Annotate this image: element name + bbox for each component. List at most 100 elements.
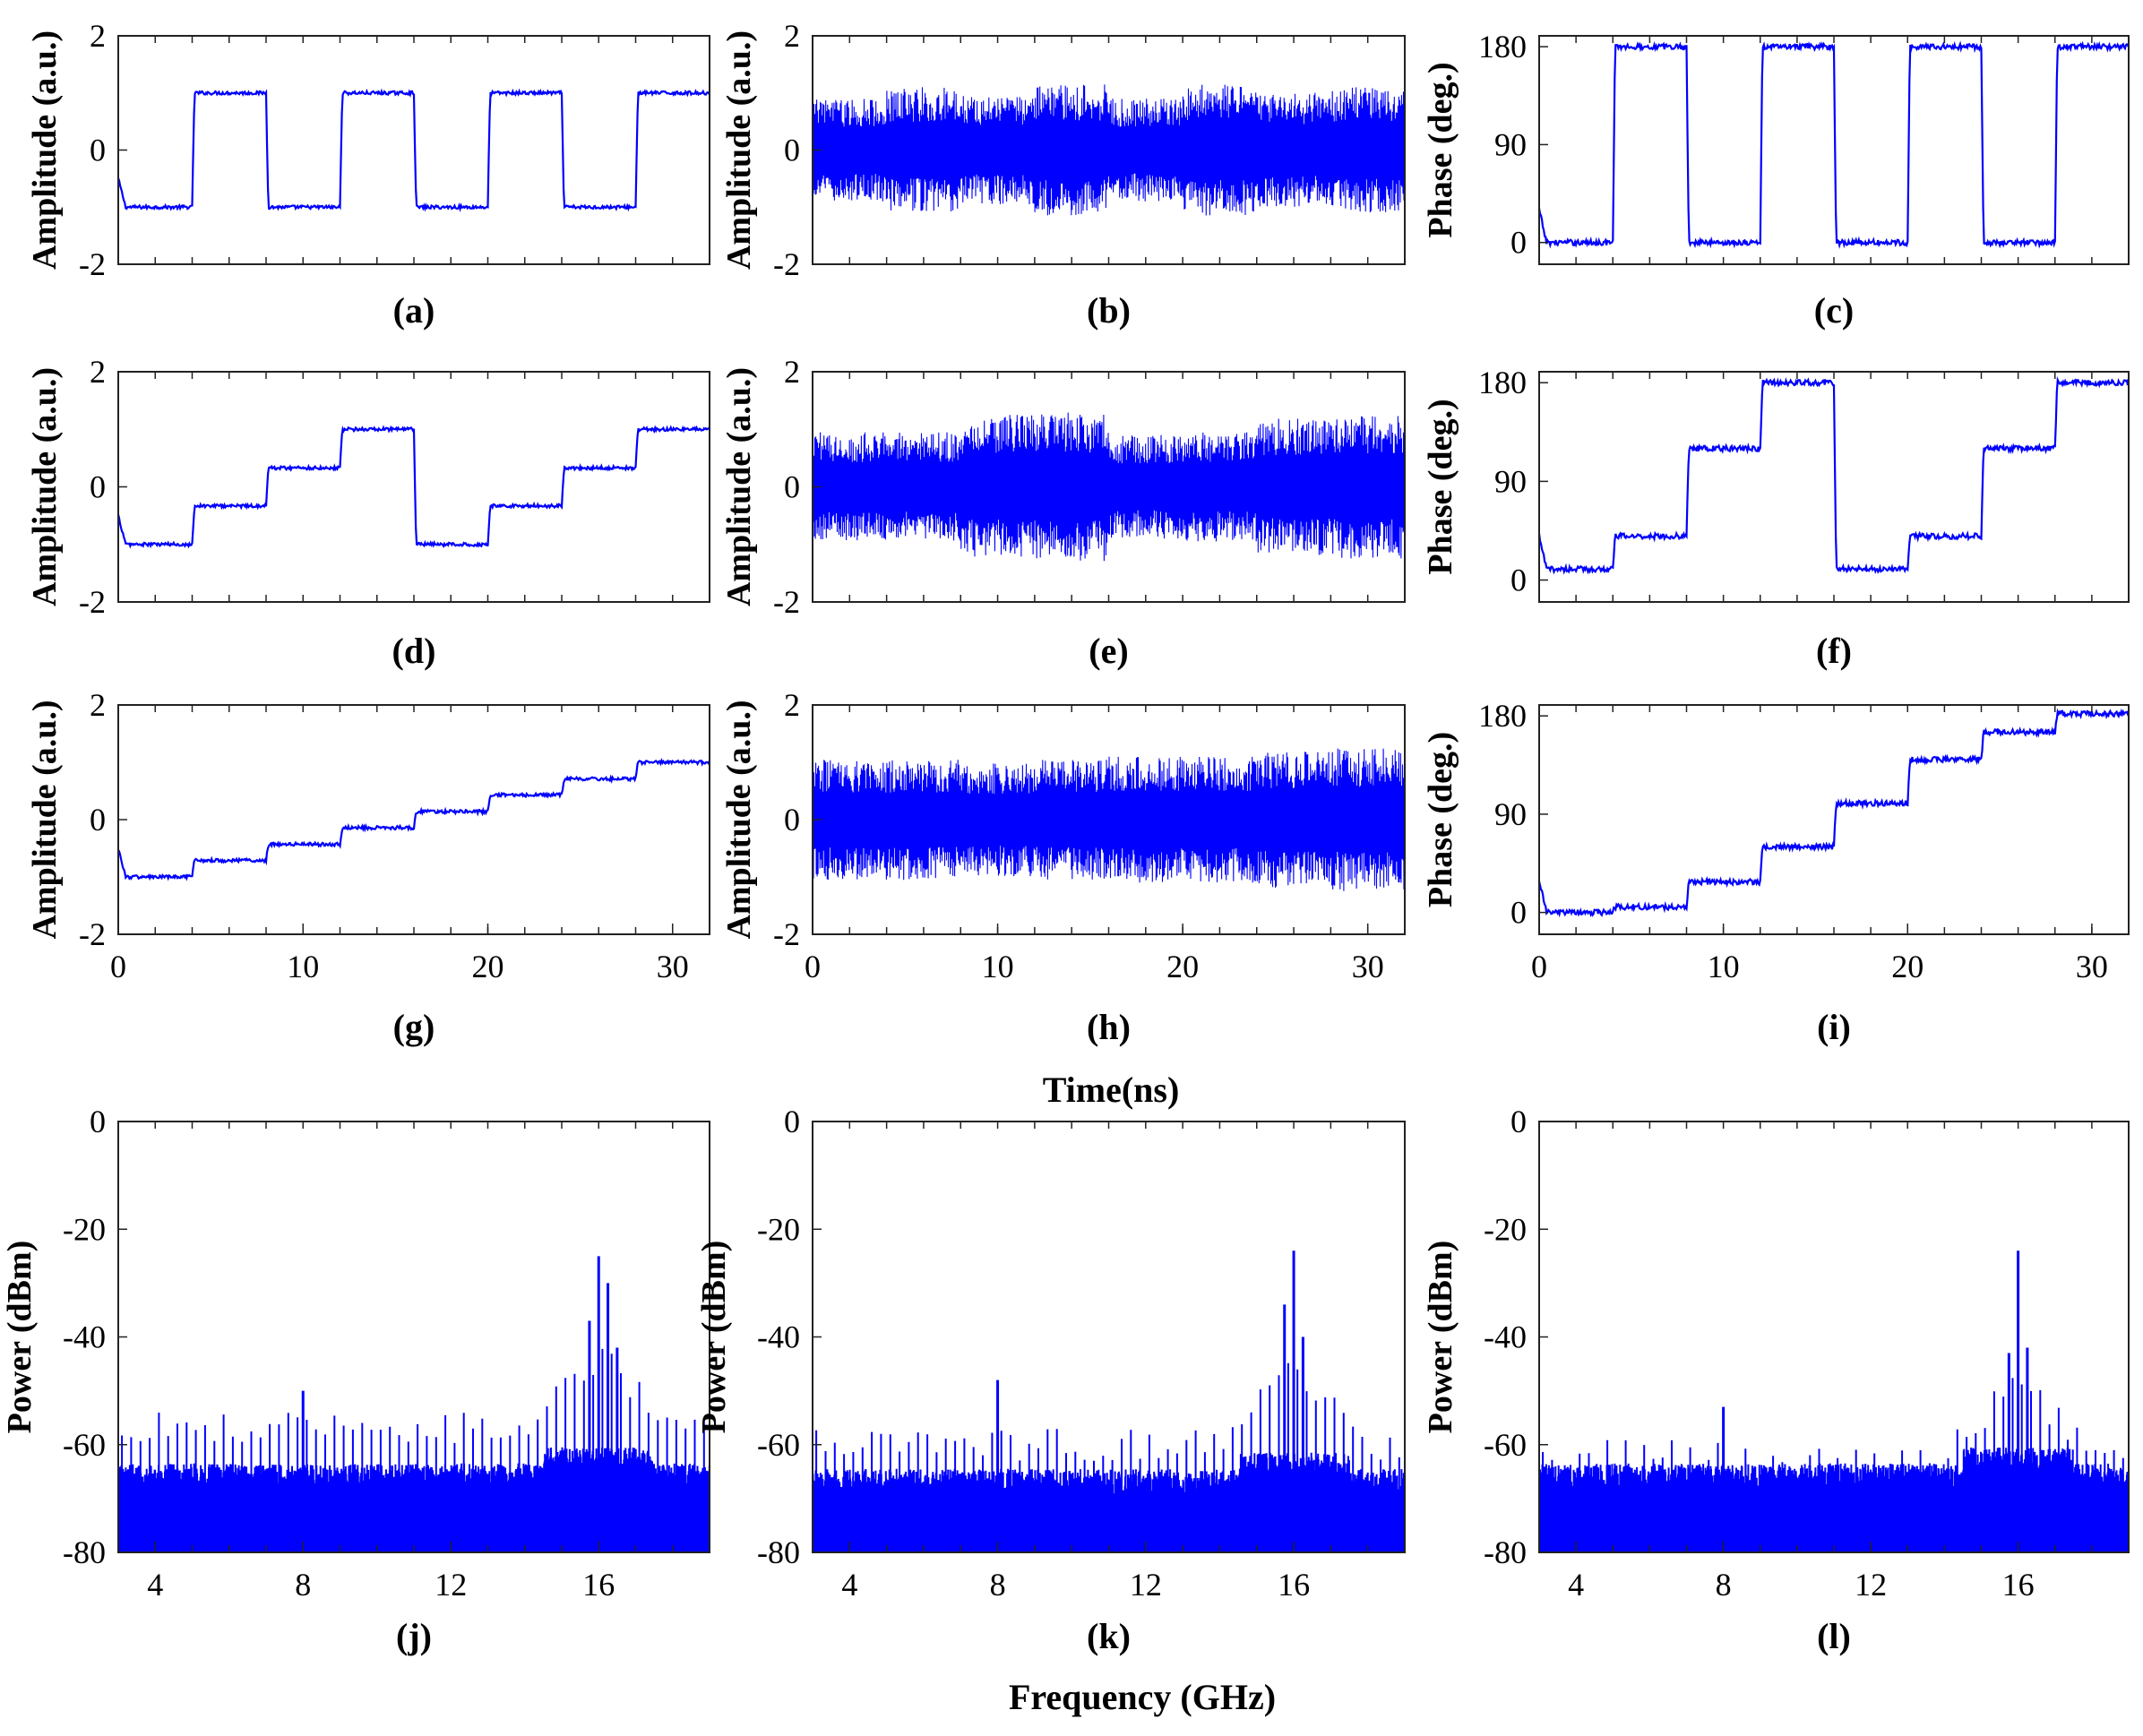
- panel-e: -2 0 2 Amplitude (a.u.) (e): [720, 354, 1406, 671]
- series-line-a: [116, 88, 710, 213]
- y-tick-label-i: 180: [1478, 698, 1527, 734]
- panel-d: -2 0 2 Amplitude (a.u.) (d): [26, 354, 710, 671]
- panel-caption-h: (h): [1087, 1007, 1131, 1047]
- panel-caption-a: (a): [393, 290, 435, 331]
- panel-caption-c: (c): [1814, 290, 1854, 331]
- y-tick-label-h: 0: [784, 802, 800, 838]
- y-tick-label-k: -20: [757, 1211, 800, 1247]
- series-line-d: [116, 425, 710, 549]
- y-tick-label-l: -40: [1484, 1319, 1527, 1355]
- y-tick-label-h: -2: [773, 916, 800, 952]
- x-tick-label-i: 10: [1708, 949, 1740, 984]
- y-tick-label-l: 0: [1510, 1104, 1527, 1139]
- x-tick-label-l: 16: [2002, 1567, 2035, 1603]
- y-tick-label-e: 0: [784, 469, 800, 505]
- y-tick-label-j: -40: [63, 1319, 106, 1355]
- axes-frame-a: [117, 35, 710, 265]
- y-tick-label-b: 2: [784, 18, 800, 54]
- y-tick-label-a: 2: [90, 18, 106, 54]
- x-tick-label-i: 20: [1891, 949, 1924, 984]
- x-tick-label-j: 12: [435, 1567, 467, 1603]
- y-tick-label-l: -60: [1484, 1427, 1527, 1463]
- y-axis-label-k: Power (dBm): [695, 1241, 733, 1434]
- y-tick-label-b: -2: [773, 246, 800, 282]
- y-tick-label-i: 0: [1510, 895, 1527, 931]
- y-axis-label-d: Amplitude (a.u.): [26, 367, 64, 606]
- x-tick-label-l: 12: [1855, 1567, 1887, 1603]
- x-tick-label-j: 4: [147, 1567, 163, 1603]
- y-tick-label-e: -2: [773, 584, 800, 620]
- panel-i: 0 90 180 0 10 20 30 Phase (deg.) (i): [1422, 698, 2130, 1047]
- x-tick-label-h: 20: [1166, 949, 1199, 984]
- y-tick-label-d: -2: [79, 584, 106, 620]
- y-tick-label-c: 90: [1494, 126, 1527, 162]
- y-axis-label-c: Phase (deg.): [1422, 62, 1459, 237]
- y-axis-label-i: Phase (deg.): [1422, 732, 1459, 907]
- time-xlabel: Time(ns): [1043, 1070, 1180, 1110]
- panel-caption-j: (j): [396, 1616, 432, 1656]
- x-tick-label-i: 30: [2076, 949, 2108, 984]
- y-tick-label-f: 90: [1494, 463, 1527, 499]
- y-tick-label-j: -60: [63, 1427, 106, 1463]
- y-tick-label-a: -2: [79, 246, 106, 282]
- spectrum-trace-j: [117, 1348, 710, 1552]
- series-line-c: [1537, 40, 2130, 250]
- axes-frame-i: [1538, 704, 2130, 935]
- y-axis-label-f: Phase (deg.): [1422, 399, 1459, 574]
- frequency-xlabel: Frequency (GHz): [1009, 1677, 1276, 1717]
- y-axis-label-a: Amplitude (a.u.): [26, 30, 64, 270]
- x-tick-label-g: 30: [657, 949, 689, 984]
- panel-caption-d: (d): [392, 631, 436, 671]
- y-axis-label-g: Amplitude (a.u.): [26, 700, 64, 939]
- y-tick-label-h: 2: [784, 687, 800, 723]
- x-tick-label-g: 20: [472, 949, 504, 984]
- spectrum-trace-l: [1538, 1378, 2130, 1552]
- x-tick-label-j: 16: [582, 1567, 615, 1603]
- y-tick-label-l: -80: [1484, 1534, 1527, 1570]
- y-tick-label-d: 0: [90, 469, 106, 505]
- x-tick-label-h: 0: [805, 949, 821, 984]
- x-tick-label-k: 8: [990, 1567, 1006, 1603]
- x-tick-label-k: 16: [1278, 1567, 1310, 1603]
- y-tick-label-f: 0: [1510, 563, 1527, 598]
- panel-caption-g: (g): [393, 1007, 435, 1047]
- panel-caption-i: (i): [1817, 1007, 1851, 1047]
- y-tick-label-k: -80: [757, 1534, 800, 1570]
- y-tick-label-k: -40: [757, 1319, 800, 1355]
- y-tick-label-g: 2: [90, 687, 106, 723]
- panel-a: -2 0 2 Amplitude (a.u.) (a): [26, 18, 710, 331]
- y-axis-label-l: Power (dBm): [1422, 1241, 1459, 1434]
- x-tick-label-i: 0: [1531, 949, 1547, 984]
- panel-caption-l: (l): [1817, 1616, 1851, 1656]
- panel-b: -2 0 2 Amplitude (a.u.) (b): [720, 18, 1406, 331]
- series-line-i: [1537, 708, 2130, 918]
- series-line-h: [812, 748, 1406, 891]
- y-tick-label-i: 90: [1494, 796, 1527, 832]
- y-tick-label-k: 0: [784, 1104, 800, 1139]
- y-tick-label-g: 0: [90, 802, 106, 838]
- y-tick-label-j: -80: [63, 1534, 106, 1570]
- panel-k: 0 -20 -40 -60 -80 4 8 12 16 Power (dBm) (k): [695, 1104, 1406, 1656]
- x-tick-label-l: 8: [1716, 1567, 1732, 1603]
- x-tick-label-k: 12: [1130, 1567, 1162, 1603]
- series-line-f: [1537, 375, 2130, 575]
- y-axis-label-j: Power (dBm): [1, 1241, 39, 1434]
- spectrum-trace-k: [812, 1362, 1406, 1552]
- series-line-e: [812, 412, 1406, 562]
- panel-j: 0 -20 -40 -60 -80 4 8 12 16 Power (dBm) (j): [1, 1104, 710, 1656]
- y-axis-label-b: Amplitude (a.u.): [720, 30, 758, 270]
- panel-caption-b: (b): [1087, 290, 1131, 331]
- x-tick-label-k: 4: [841, 1567, 857, 1603]
- panel-caption-k: (k): [1087, 1616, 1131, 1656]
- y-tick-label-d: 2: [90, 354, 106, 390]
- panel-f: 0 90 180 Phase (deg.) (f): [1422, 365, 2130, 671]
- axes-frame-d: [117, 371, 710, 603]
- panel-caption-f: (f): [1816, 631, 1852, 671]
- panel-l: 0 -20 -40 -60 -80 4 8 12 16 Power (dBm) (l): [1422, 1104, 2130, 1656]
- y-tick-label-j: -20: [63, 1211, 106, 1247]
- x-tick-label-l: 4: [1568, 1567, 1584, 1603]
- series-line-b: [812, 84, 1406, 216]
